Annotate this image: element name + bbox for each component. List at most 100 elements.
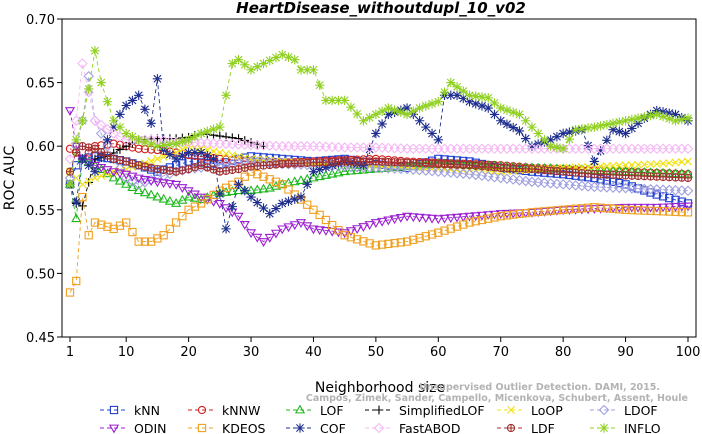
y-tick-label: 0.70 [26,13,55,28]
data-point [227,201,237,212]
data-point [183,135,194,145]
data-point [426,214,438,224]
data-point [409,235,418,244]
data-point [277,225,288,235]
data-point [159,231,168,240]
data-point [458,93,468,104]
data-point [439,214,450,224]
data-point [140,137,150,147]
data-point [465,218,474,227]
data-point [615,205,624,214]
data-point [608,204,618,213]
data-point [501,173,513,185]
x-tick-label: 30 [243,345,260,360]
data-point [452,82,462,92]
data-point [602,135,612,145]
data-point [114,175,126,185]
series-inflo [65,46,693,190]
data-point [71,197,81,207]
legend-label: INFLO [624,421,661,434]
data-point [196,193,207,203]
data-point [320,170,332,179]
data-point [128,227,137,237]
data-point [258,58,269,69]
data-point [97,171,106,180]
legend-entry-ldf: LDF [497,421,555,434]
data-point [621,161,630,170]
data-point [77,116,88,126]
data-point [514,126,525,136]
data-point [190,131,200,142]
data-point [640,206,649,215]
data-point [471,91,481,101]
data-point [321,95,331,106]
data-point [402,212,413,222]
series-layer [64,46,694,297]
data-point [471,217,480,226]
data-point [658,207,668,216]
data-point [408,106,419,116]
data-point [390,238,399,248]
data-point [215,189,225,199]
data-point [296,192,306,202]
data-point [620,116,631,126]
data-point [459,220,468,229]
marker-part [128,159,137,167]
data-point [652,206,661,216]
data-point [228,151,237,160]
data-point [359,237,368,246]
data-point [677,114,687,125]
data-point [595,146,606,156]
legend-label: COF [320,421,346,434]
data-point [446,224,455,233]
data-point [402,109,412,120]
data-point [133,174,144,184]
data-point [527,122,537,132]
data-point [89,115,101,127]
data-point [377,106,387,116]
data-point [77,154,88,164]
x-tick-label: 10 [118,345,135,360]
data-point [215,122,225,132]
legend-entry-kdeos: KDEOS [188,421,266,434]
data-point [77,58,88,69]
data-point [464,168,475,180]
data-point [90,144,100,153]
marker-part [507,424,515,432]
data-point [540,207,549,216]
data-point [108,168,119,178]
data-point [284,185,293,194]
data-point [146,177,157,186]
data-point [252,233,263,243]
data-point [496,212,505,221]
data-point [164,195,175,205]
legend-entry-knnw: kNNW [188,403,260,418]
data-point [289,221,300,231]
data-point [665,207,674,216]
data-point [395,214,406,223]
legend-entry-knn: kNN [100,403,160,418]
data-point [677,207,686,217]
data-point [514,109,525,120]
data-point [271,177,281,186]
data-point [103,222,112,231]
data-point [677,157,686,166]
watermark-line-2: Campos, Zimek, Sander, Campello, Micenko… [306,393,688,404]
data-point [633,118,643,128]
data-point [214,200,225,209]
data-point [676,202,687,212]
data-point [564,134,575,144]
data-point [115,145,125,154]
data-point [120,172,132,184]
data-point [147,157,156,166]
legend-marker [506,423,516,433]
data-point [171,138,181,149]
data-point [383,109,394,120]
data-point [652,160,661,168]
watermark-line-1: Unsupervised Outlier Detection. DAMI, 20… [419,382,660,393]
data-point [632,203,644,213]
data-point [140,237,150,246]
data-point [339,166,350,176]
data-point [495,172,507,184]
data-point [646,160,655,169]
